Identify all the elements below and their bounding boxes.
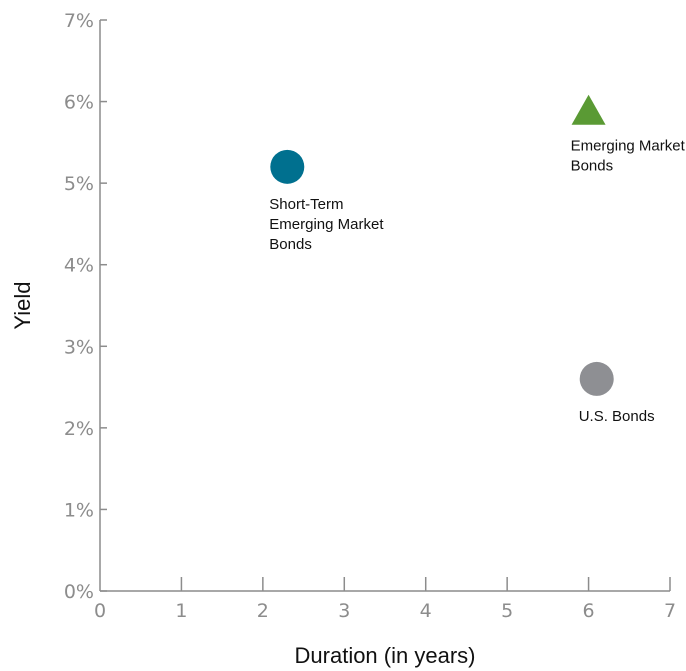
triangle-marker [571,94,606,125]
circle-marker [270,149,305,184]
y-axis-ticks: 0% 1% 2% 3% 4% 5% 6% 7% [64,10,107,603]
data-points: Short-Term Emerging Market Bonds Emerging M… [269,94,686,425]
x-tick-label: 1 [175,600,187,622]
y-tick-label: 7% [64,10,94,32]
y-tick-label: 2% [64,418,94,440]
y-tick-label: 1% [64,499,94,521]
x-tick-label: 7 [664,600,676,622]
x-axis-title: Duration (in years) [295,643,476,668]
x-tick-label: 5 [501,600,513,622]
y-tick-label: 3% [64,336,94,358]
x-tick-label: 2 [257,600,269,622]
point-label: U.S. Bonds [579,408,655,425]
x-tick-label: 6 [583,600,595,622]
y-tick-label: 6% [64,92,94,114]
y-tick-label: 5% [64,173,94,195]
circle-marker [579,361,614,396]
y-axis-title: Yield [10,281,35,329]
y-tick-label: 4% [64,255,94,277]
point-label: Short-Term Emerging Market Bonds [269,196,384,253]
point-label: Emerging Market Bonds [571,138,686,175]
x-tick-label: 4 [420,600,432,622]
x-tick-label: 0 [94,600,106,622]
y-tick-label: 0% [64,581,94,603]
x-tick-label: 3 [338,600,350,622]
x-axis-ticks: 0 1 2 3 4 5 6 7 [94,577,676,622]
